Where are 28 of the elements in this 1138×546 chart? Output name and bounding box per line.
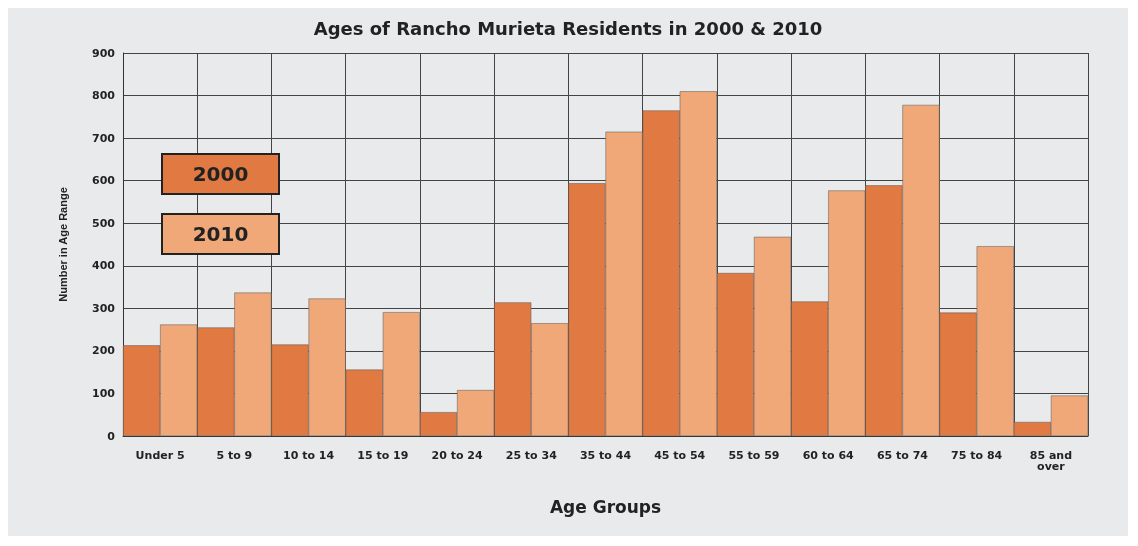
y-tick-label: 100 [92,386,116,400]
x-tick-label: 65 to 74 [876,449,929,462]
x-tick-label: Under 5 [135,449,185,462]
x-tick-label: 55 to 59 [728,449,780,462]
y-tick-label: 500 [92,216,116,230]
chart-title: Ages of Rancho Murieta Residents in 2000 & 2010 [313,17,823,39]
x-tick-label: 35 to 44 [579,449,632,462]
x-tick-label: 85 and over [1029,449,1073,473]
text: 2000 [192,162,249,186]
x-tick-label: 75 to 84 [951,449,1003,462]
text: 2010 [192,222,249,246]
x-tick-label: 25 to 34 [505,449,558,462]
x-tick-label: 45 to 54 [654,449,706,462]
x-tick-label: 5 to 9 [216,449,253,462]
x-tick-label: 15 to 19 [357,449,409,462]
x-tick-label: 20 to 24 [431,449,483,462]
y-tick-label: 0 [107,429,116,443]
y-tick-label: 800 [92,89,116,103]
y-tick-label: 600 [92,174,116,188]
y-tick-label: 900 [92,46,116,60]
y-tick-label: 400 [92,259,116,273]
y-tick-label: 200 [92,344,116,358]
y-axis-title: Number in Age Range [56,187,69,302]
x-tick-label: 10 to 14 [283,449,335,462]
x-tick-label: 60 to 64 [802,449,855,462]
x-axis-title: Age Groups [549,496,662,517]
y-tick-label: 300 [92,301,116,315]
y-tick-label: 700 [92,131,116,145]
